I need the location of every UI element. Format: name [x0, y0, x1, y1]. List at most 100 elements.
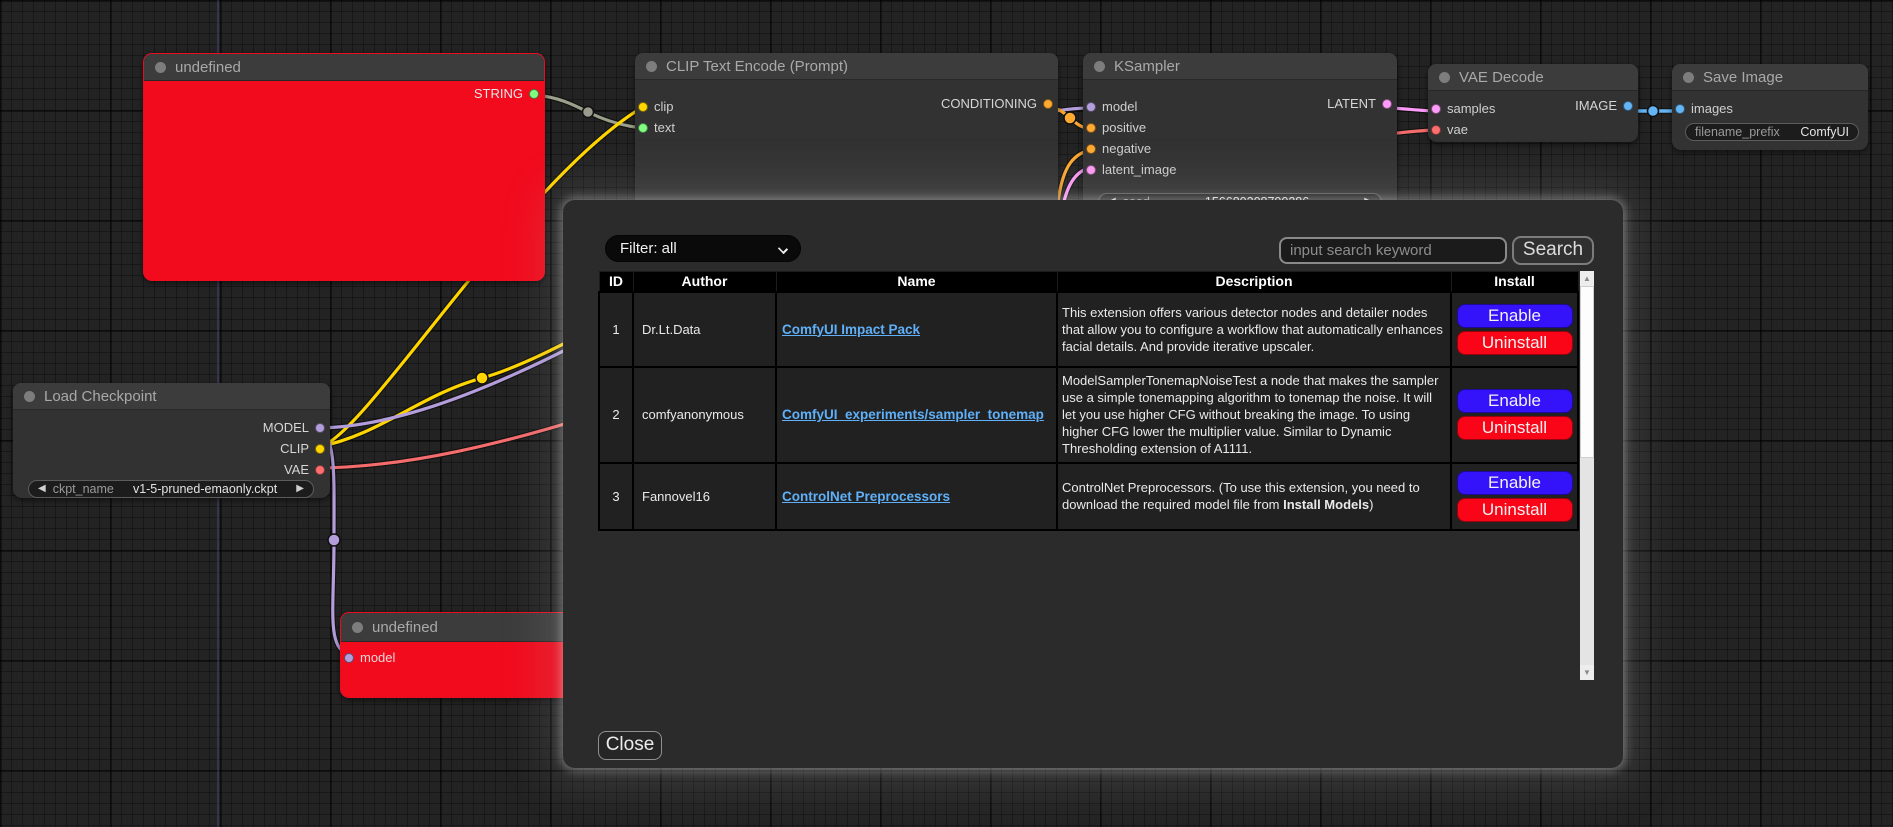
- node-title: undefined: [372, 618, 438, 636]
- node-title-bar[interactable]: VAE Decode: [1428, 64, 1638, 91]
- search-button[interactable]: Search: [1512, 236, 1594, 265]
- node-undefined-top[interactable]: undefined STRING: [143, 53, 545, 281]
- input-slot-clip[interactable]: [638, 101, 648, 112]
- widget-value: ComfyUI: [1800, 125, 1849, 139]
- input-slot-model[interactable]: [344, 652, 354, 663]
- node-title: KSampler: [1114, 57, 1180, 75]
- reroute-dot-conditioning: [1063, 111, 1077, 125]
- input-slot-positive[interactable]: [1086, 122, 1096, 133]
- extension-row: 1 Dr.Lt.Data ComfyUI Impact Pack This exten…: [598, 290, 1579, 368]
- collapse-dot-icon[interactable]: [646, 60, 657, 72]
- table-scrollbar[interactable]: ▲ ▼: [1580, 271, 1594, 680]
- cell-name: ComfyUI_experiments/sampler_tonemap: [775, 365, 1058, 464]
- widget-right-arrow-icon[interactable]: ▶: [296, 483, 304, 494]
- collapse-dot-icon[interactable]: [352, 621, 363, 633]
- output-slot-image[interactable]: [1623, 100, 1633, 111]
- output-slot-clip[interactable]: [315, 443, 325, 454]
- node-clip-text-encode[interactable]: CLIP Text Encode (Prompt) clip text COND…: [635, 53, 1058, 211]
- node-load-checkpoint[interactable]: Load Checkpoint MODEL CLIP VAE ◀ ckpt_na…: [13, 383, 330, 498]
- input-label: samples: [1447, 101, 1496, 116]
- node-title-bar[interactable]: CLIP Text Encode (Prompt): [635, 53, 1058, 80]
- filter-dropdown-value: Filter: all: [620, 240, 677, 257]
- collapse-dot-icon[interactable]: [24, 390, 35, 402]
- close-button[interactable]: Close: [598, 731, 662, 760]
- scrollbar-thumb[interactable]: [1580, 286, 1594, 458]
- input-label: vae: [1447, 122, 1468, 137]
- cell-description: ControlNet Preprocessors. (To use this e…: [1056, 461, 1452, 531]
- node-ksampler[interactable]: KSampler model positive negative latent_…: [1083, 53, 1397, 213]
- wire-clip-to-clip: [317, 105, 644, 449]
- scrollbar-down-arrow-icon[interactable]: ▼: [1580, 665, 1594, 680]
- uninstall-button[interactable]: Uninstall: [1456, 416, 1573, 440]
- scrollbar-up-arrow-icon[interactable]: ▲: [1580, 271, 1594, 286]
- table-header-row: ID Author Name Description Install: [598, 271, 1579, 292]
- input-slot-model[interactable]: [1086, 101, 1096, 112]
- collapse-dot-icon[interactable]: [1094, 60, 1105, 72]
- cell-description: This extension offers various detector n…: [1056, 290, 1452, 368]
- filter-dropdown[interactable]: Filter: all: [605, 235, 801, 262]
- node-title-bar[interactable]: Load Checkpoint: [13, 383, 330, 410]
- collapse-dot-icon[interactable]: [155, 61, 166, 73]
- enable-button[interactable]: Enable: [1456, 303, 1573, 328]
- reroute-dot-string: [581, 105, 595, 119]
- output-label: LATENT: [1327, 96, 1376, 111]
- col-header-name: Name: [775, 271, 1058, 292]
- node-vae-decode[interactable]: VAE Decode samples vae IMAGE: [1428, 64, 1638, 142]
- node-title: CLIP Text Encode (Prompt): [666, 57, 849, 75]
- extension-link[interactable]: ComfyUI_experiments/sampler_tonemap: [782, 407, 1044, 422]
- input-label: model: [1102, 99, 1138, 114]
- cell-description: ModelSamplerTonemapNoiseTest a node that…: [1056, 365, 1452, 464]
- output-label: CLIP: [280, 441, 309, 456]
- extension-row: 2 comfyanonymous ComfyUI_experiments/sampl…: [598, 365, 1579, 464]
- input-label: images: [1691, 101, 1733, 116]
- cell-install: Enable Uninstall: [1450, 365, 1579, 464]
- node-title-bar[interactable]: Save Image: [1672, 64, 1868, 91]
- input-slot-vae[interactable]: [1431, 124, 1441, 135]
- node-title-bar[interactable]: undefined: [144, 54, 544, 81]
- node-save-image[interactable]: Save Image images filename_prefix ComfyU…: [1672, 64, 1868, 150]
- col-header-author: Author: [632, 271, 777, 292]
- input-label: clip: [654, 99, 674, 114]
- cell-install: Enable Uninstall: [1450, 461, 1579, 531]
- input-slot-latent-image[interactable]: [1086, 164, 1096, 175]
- reroute-dot-clip: [475, 371, 489, 385]
- reroute-dot-image: [1646, 104, 1660, 118]
- input-slot-text[interactable]: [638, 122, 648, 133]
- input-slot-negative[interactable]: [1086, 143, 1096, 154]
- extension-link[interactable]: ComfyUI Impact Pack: [782, 321, 921, 337]
- uninstall-button[interactable]: Uninstall: [1456, 497, 1573, 522]
- input-label: latent_image: [1102, 162, 1177, 177]
- output-label: CONDITIONING: [940, 96, 1037, 111]
- cell-id: 2: [598, 365, 634, 464]
- node-title-bar[interactable]: KSampler: [1083, 53, 1397, 80]
- extension-manager-dialog: Filter: all Search ID Author Name Descri…: [563, 200, 1623, 768]
- input-label: negative: [1102, 141, 1152, 156]
- extensions-table-body: 1 Dr.Lt.Data ComfyUI Impact Pack This exten…: [598, 290, 1579, 531]
- uninstall-button[interactable]: Uninstall: [1456, 330, 1573, 355]
- collapse-dot-icon[interactable]: [1439, 71, 1450, 83]
- collapse-dot-icon[interactable]: [1683, 71, 1694, 83]
- widget-value: v1-5-pruned-emaonly.ckpt: [132, 482, 278, 496]
- input-label: positive: [1102, 120, 1147, 135]
- cell-author: Dr.Lt.Data: [632, 290, 777, 368]
- input-label: model: [360, 650, 396, 665]
- filename-prefix-widget[interactable]: filename_prefix ComfyUI: [1685, 123, 1859, 141]
- search-input[interactable]: [1279, 237, 1507, 264]
- output-slot-vae[interactable]: [315, 464, 325, 475]
- output-slot-latent[interactable]: [1382, 98, 1392, 109]
- widget-left-arrow-icon[interactable]: ◀: [38, 483, 46, 494]
- output-slot-string[interactable]: [529, 88, 539, 99]
- node-title: Save Image: [1703, 68, 1784, 86]
- enable-button[interactable]: Enable: [1456, 389, 1573, 413]
- input-slot-samples[interactable]: [1431, 103, 1441, 114]
- col-header-description: Description: [1056, 271, 1452, 292]
- extension-link[interactable]: ControlNet Preprocessors: [782, 488, 951, 504]
- ckpt-name-widget[interactable]: ◀ ckpt_name v1-5-pruned-emaonly.ckpt ▶: [28, 480, 314, 498]
- cell-author: Fannovel16: [632, 461, 777, 531]
- input-slot-images[interactable]: [1675, 103, 1685, 114]
- output-slot-conditioning[interactable]: [1043, 98, 1053, 109]
- output-label: STRING: [473, 86, 523, 101]
- cell-id: 3: [598, 461, 634, 531]
- output-slot-model[interactable]: [315, 422, 325, 433]
- enable-button[interactable]: Enable: [1456, 470, 1573, 495]
